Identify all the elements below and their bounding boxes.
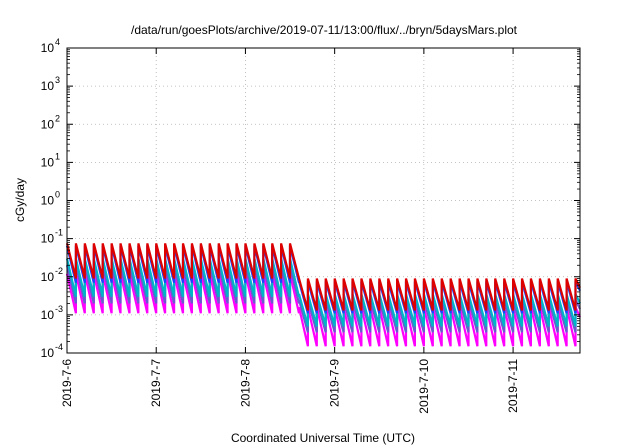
y-tick-label: 10	[41, 41, 55, 55]
y-tick-exponent: -3	[55, 304, 63, 314]
y-tick-label: 10	[41, 117, 55, 131]
y-tick-exponent: -2	[55, 266, 63, 276]
y-tick-exponent: -4	[55, 342, 63, 352]
x-axis: 2019-7-6 2019-7-7 2019-7-8 2019-7-9 2019-7-1…	[60, 48, 520, 414]
series-line	[65, 243, 581, 311]
y-tick-label: 10	[41, 232, 55, 246]
series-group	[65, 243, 582, 347]
y-tick-exponent: 0	[55, 190, 60, 200]
x-axis-label: Coordinated Universal Time (UTC)	[231, 431, 415, 445]
y-tick-label: 10	[41, 308, 55, 322]
y-tick-exponent: 2	[55, 113, 60, 123]
y-tick-label: 10	[41, 346, 55, 360]
y-tick-exponent: 1	[55, 151, 60, 161]
y-tick-exponent: -1	[55, 228, 63, 238]
x-tick-label: 2019-7-8	[238, 359, 252, 407]
y-tick-label: 10	[41, 270, 55, 284]
x-tick-label: 2019-7-11	[506, 359, 520, 413]
chart-title: /data/run/goesPlots/archive/2019-07-11/1…	[131, 23, 518, 37]
x-tick-label: 2019-7-10	[417, 359, 431, 414]
y-tick-label: 10	[41, 79, 55, 93]
y-axis-label: cGy/day	[13, 178, 27, 222]
x-tick-label: 2019-7-9	[328, 359, 342, 407]
y-tick-label: 10	[41, 194, 55, 208]
x-tick-label: 2019-7-6	[60, 359, 74, 407]
x-tick-label: 2019-7-7	[149, 359, 163, 407]
y-tick-exponent: 3	[55, 75, 60, 85]
y-tick-exponent: 4	[55, 37, 60, 47]
y-tick-label: 10	[41, 155, 55, 169]
